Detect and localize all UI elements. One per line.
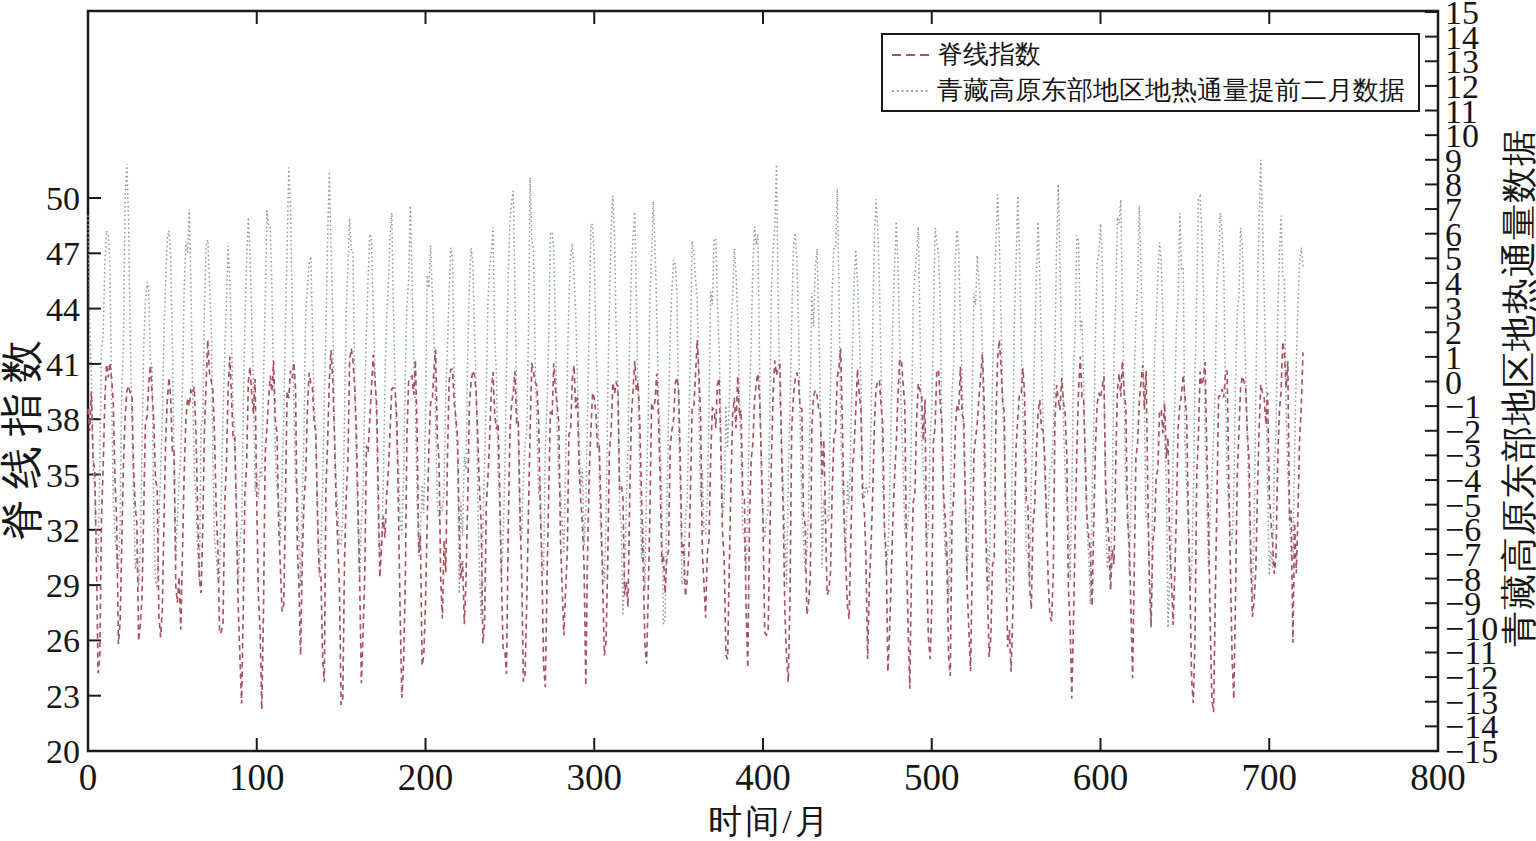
figure: 2023262932353841444750−15−14−13−12−11−10… — [0, 0, 1536, 841]
y-left-tick-label: 32 — [46, 512, 80, 549]
legend-label-ridge-index: 脊线指数 — [937, 37, 1041, 72]
y-left-tick-label: 41 — [46, 346, 80, 383]
y-left-tick-label: 26 — [46, 622, 80, 659]
y-left-tick-label: 29 — [46, 567, 80, 604]
x-tick-label: 100 — [229, 757, 285, 798]
series-ridge-index-line — [88, 340, 1303, 712]
y-right-tick-label: 15 — [1445, 0, 1479, 31]
legend: 脊线指数 青藏高原东部地区地热通量提前二月数据 — [881, 33, 1420, 112]
y-left-tick-label: 44 — [46, 291, 80, 328]
legend-item-ridge-index: 脊线指数 — [892, 37, 1418, 73]
x-tick-label: 500 — [904, 757, 960, 798]
x-tick-label: 0 — [79, 757, 98, 798]
x-tick-label: 700 — [1242, 757, 1298, 798]
x-tick-label: 600 — [1073, 757, 1129, 798]
legend-sample-dotted-line — [892, 86, 930, 96]
x-tick-label: 800 — [1410, 757, 1466, 798]
x-tick-label: 200 — [398, 757, 454, 798]
x-tick-label: 400 — [735, 757, 791, 798]
legend-item-geothermal-flux: 青藏高原东部地区地热通量提前二月数据 — [892, 73, 1418, 109]
x-tick-label: 300 — [567, 757, 623, 798]
legend-sample-dashed-line — [892, 50, 930, 60]
y-left-tick-label: 50 — [46, 180, 80, 217]
y-left-tick-label: 47 — [46, 235, 80, 272]
y-left-tick-label: 20 — [46, 733, 80, 770]
y-left-tick-label: 35 — [46, 457, 80, 494]
x-axis-title: 时间/月 — [708, 799, 831, 841]
y-left-tick-label: 38 — [46, 401, 80, 438]
chart-canvas: 2023262932353841444750−15−14−13−12−11−10… — [0, 0, 1536, 841]
legend-label-geothermal-flux: 青藏高原东部地区地热通量提前二月数据 — [937, 73, 1405, 108]
y-axis-title-left: 脊线指数 — [0, 330, 51, 542]
y-left-tick-label: 23 — [46, 678, 80, 715]
y-axis-title-right: 青藏高原东部地区地热通量数据 — [1495, 129, 1536, 647]
